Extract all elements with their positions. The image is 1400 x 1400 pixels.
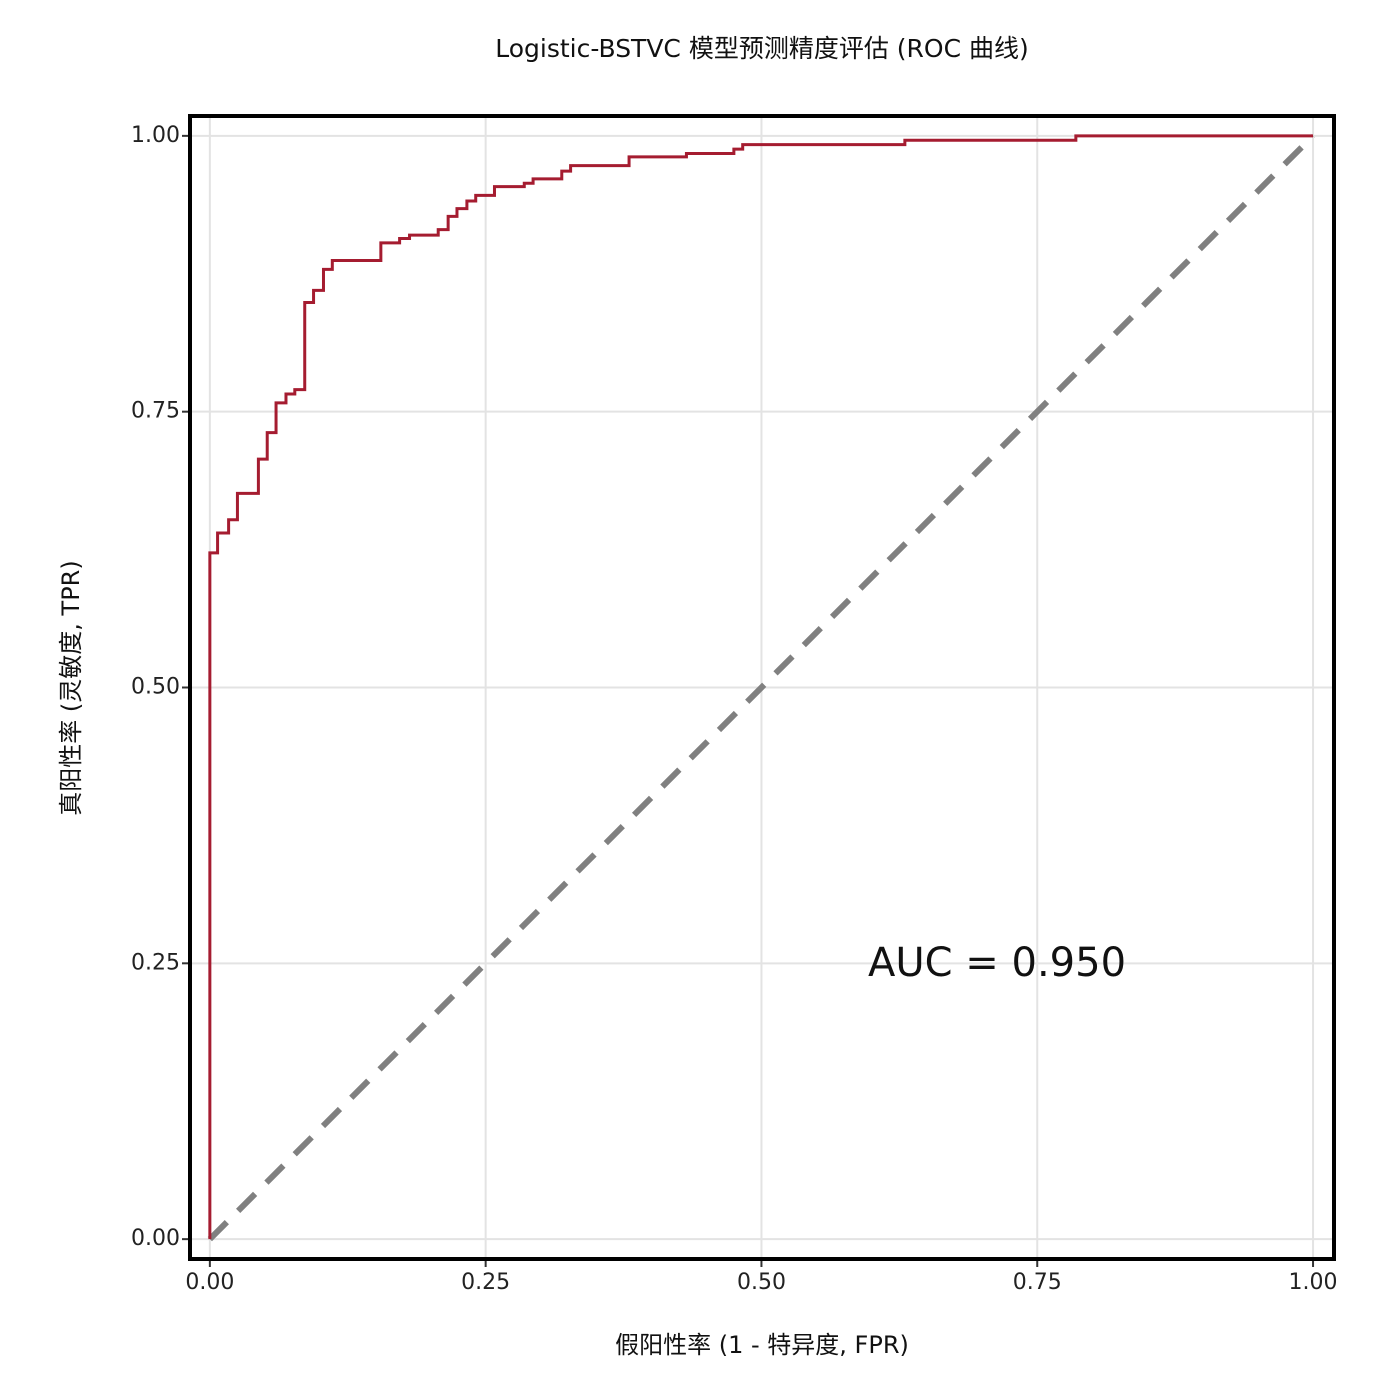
y-axis-label: 真阳性率 (灵敏度, TPR) [57, 560, 85, 815]
x-tick-label: 0.25 [461, 1270, 510, 1295]
reference-line [207, 133, 1316, 1242]
x-tick-label: 1.00 [1289, 1270, 1338, 1295]
y-tick-label: 0.75 [131, 399, 180, 424]
x-tick-label: 0.00 [185, 1270, 234, 1295]
x-tick-label: 0.75 [1013, 1270, 1062, 1295]
x-tick-label: 0.50 [737, 1270, 786, 1295]
y-tick-label: 0.25 [131, 950, 180, 975]
y-tick-label: 1.00 [131, 123, 180, 148]
y-tick-label: 0.50 [131, 675, 180, 700]
plot-frame [188, 114, 1336, 1261]
x-axis-label: 假阳性率 (1 - 特异度, FPR) [615, 1331, 909, 1359]
annotation: AUC = 0.950 [868, 940, 1126, 986]
roc-curve [208, 134, 1314, 1240]
y-tick-label: 0.00 [131, 1226, 180, 1251]
chart-title: Logistic-BSTVC 模型预测精度评估 (ROC 曲线) [495, 34, 1029, 63]
